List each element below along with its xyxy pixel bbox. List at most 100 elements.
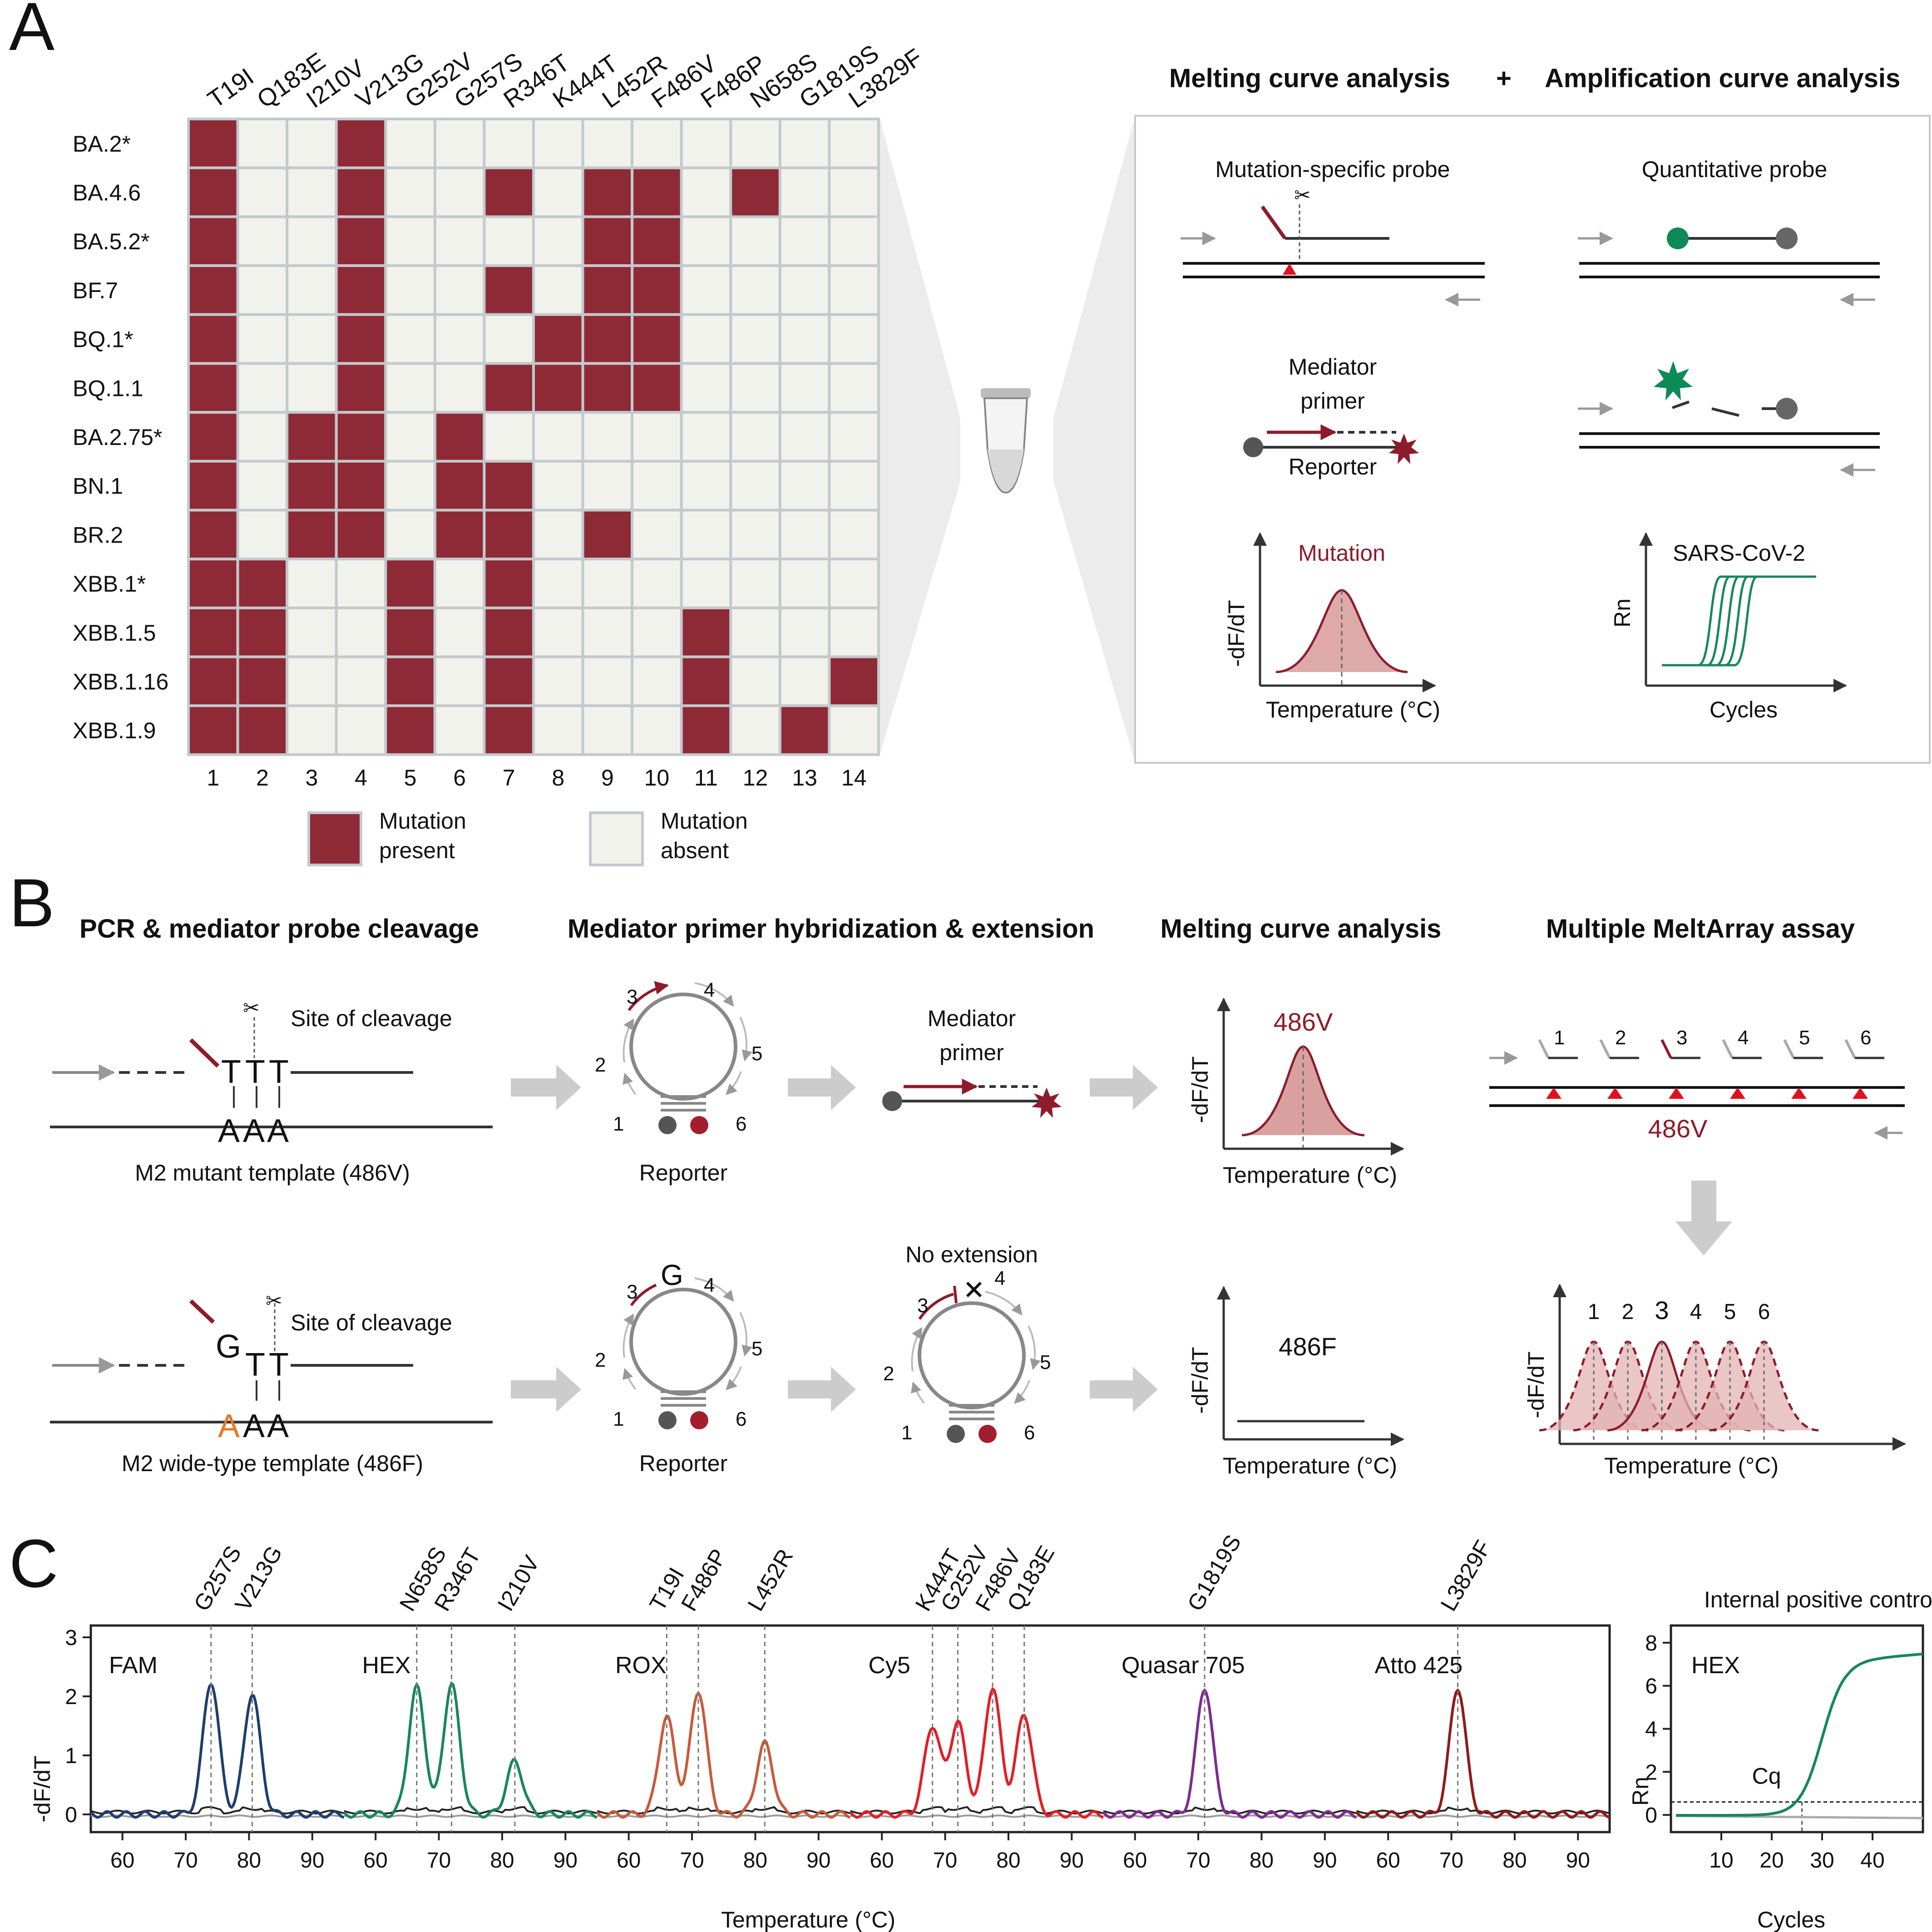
- multiplex-peak-number: 6: [1758, 1300, 1770, 1324]
- cell-mutation-present: [631, 362, 683, 414]
- cell-mutation-absent: [729, 362, 781, 414]
- cell-mutation-present: [680, 655, 732, 707]
- cell-mutation-present: [433, 509, 486, 561]
- cell-mutation-absent: [729, 704, 781, 756]
- cell-mutation-absent: [384, 313, 436, 365]
- cell-mutation-absent: [532, 655, 584, 707]
- cell-mutation-present: [187, 215, 239, 267]
- mini-cycles-label: Cycles: [1710, 697, 1778, 722]
- cell-mutation-absent: [828, 166, 880, 218]
- cell-mutation-absent: [532, 558, 584, 609]
- cell-mutation-present: [286, 509, 338, 561]
- cell-mutation-absent: [828, 118, 880, 169]
- c-x-tick-label: 90: [1313, 1848, 1337, 1873]
- cell-mutation-present: [631, 313, 683, 365]
- cell-mutation-absent: [532, 215, 584, 267]
- array-probe-number: 2: [1615, 1027, 1626, 1049]
- ipc-x-tick-label: 30: [1810, 1848, 1834, 1873]
- cell-mutation-absent: [631, 655, 683, 707]
- no-extension-loop: [911, 1281, 1041, 1443]
- variant-label: BA.2*: [73, 131, 131, 157]
- cell-mutation-absent: [828, 460, 880, 512]
- cell-mutation-present: [680, 606, 732, 658]
- wild-g: G: [216, 1329, 241, 1365]
- cell-mutation-present: [483, 264, 535, 316]
- cell-mutation-present: [187, 411, 239, 463]
- mutant-a2: A: [243, 1113, 265, 1149]
- cell-mutation-absent: [631, 704, 683, 756]
- mutant-cleavage-diagram: [50, 1017, 493, 1128]
- cell-mutation-absent: [286, 118, 338, 169]
- cell-mutation-absent: [236, 411, 289, 463]
- cell-mutation-absent: [532, 704, 584, 756]
- cell-mutation-absent: [778, 558, 831, 609]
- column-numbers: 1 2 3 4 5 6 7 8 9 10 11 12 13 14: [207, 765, 866, 791]
- reporter-label: Reporter: [1289, 454, 1377, 479]
- multiplex-peak-number: 1: [1588, 1300, 1600, 1324]
- cell-mutation-absent: [828, 362, 880, 414]
- cell-mutation-absent: [631, 558, 683, 609]
- c-channel-name: Quasar 705: [1122, 1652, 1245, 1679]
- legend-present-line1: Mutation: [379, 808, 466, 834]
- cell-mutation-present: [335, 362, 387, 414]
- cell-mutation-absent: [778, 362, 831, 414]
- column-number: 9: [601, 765, 614, 791]
- panel-b-label: B: [9, 865, 54, 941]
- cell-mutation-absent: [286, 313, 338, 365]
- array-site-triangle-icon: [1730, 1087, 1745, 1099]
- array-probe-number: 1: [1554, 1027, 1565, 1049]
- wild-reporter-label: Reporter: [639, 1451, 728, 1476]
- c-ntc-curve: [90, 1806, 344, 1815]
- mutation-label: T19I: [203, 63, 259, 114]
- legend-present-swatch: [307, 811, 362, 866]
- cell-mutation-present: [187, 264, 239, 316]
- ipc-x-tick-label: 40: [1860, 1848, 1884, 1873]
- cell-mutation-present: [581, 313, 634, 365]
- mutant-a1: A: [218, 1113, 240, 1149]
- cell-mutation-absent: [286, 655, 338, 707]
- c-ntc-curve: [850, 1806, 1104, 1815]
- cell-mutation-present: [384, 558, 436, 609]
- svg-text:4: 4: [704, 979, 715, 1001]
- multiplex-dfdt: -dF/dT: [1523, 1351, 1549, 1418]
- cell-mutation-absent: [286, 362, 338, 414]
- c-x-tick-label: 80: [1502, 1848, 1527, 1873]
- cell-mutation-present: [335, 509, 387, 561]
- cell-mutation-absent: [384, 509, 436, 561]
- svg-text:2: 2: [595, 1349, 606, 1371]
- column-number: 10: [644, 765, 670, 791]
- cell-mutation-absent: [729, 264, 781, 316]
- mutation-probe-label: Mutation-specific probe: [1216, 157, 1450, 182]
- cell-mutation-absent: [433, 606, 486, 658]
- c-plot-frame: [89, 1624, 1611, 1833]
- ipc-y-tick-label: 6: [1645, 1675, 1657, 1699]
- c-sample-curve: [1355, 1688, 1610, 1819]
- cell-mutation-present: [236, 704, 289, 756]
- c-sample-curve: [1102, 1688, 1357, 1819]
- mini-temperature-label: Temperature (°C): [1266, 697, 1440, 722]
- ipc-y-tick-label: 8: [1645, 1631, 1657, 1655]
- mutant-t2: T: [245, 1054, 265, 1090]
- c-x-tick-label: 70: [173, 1848, 198, 1873]
- c-x-tick-label: 60: [110, 1848, 134, 1873]
- c-peak-label: T19I: [644, 1563, 689, 1616]
- variant-label: XBB.1.9: [73, 718, 156, 743]
- c-x-tick-label: 60: [1123, 1848, 1147, 1873]
- ipc-ylabel: Rn: [1628, 1777, 1653, 1806]
- column-number: 5: [404, 765, 417, 791]
- mutant-template-label: M2 mutant template (486V): [135, 1160, 410, 1186]
- meltarray-diagram: [1489, 1051, 1905, 1140]
- c-x-tick-label: 70: [1439, 1848, 1463, 1873]
- variant-label: BA.2.75*: [73, 425, 162, 450]
- array-probe-flap: [1722, 1039, 1734, 1059]
- cell-mutation-present: [384, 655, 436, 707]
- cell-mutation-absent: [236, 166, 289, 218]
- cell-mutation-absent: [286, 606, 338, 658]
- cell-mutation-absent: [286, 166, 338, 218]
- cell-mutation-absent: [828, 509, 880, 561]
- cell-mutation-present: [187, 118, 239, 169]
- cell-mutation-absent: [828, 558, 880, 609]
- cell-mutation-present: [483, 509, 535, 561]
